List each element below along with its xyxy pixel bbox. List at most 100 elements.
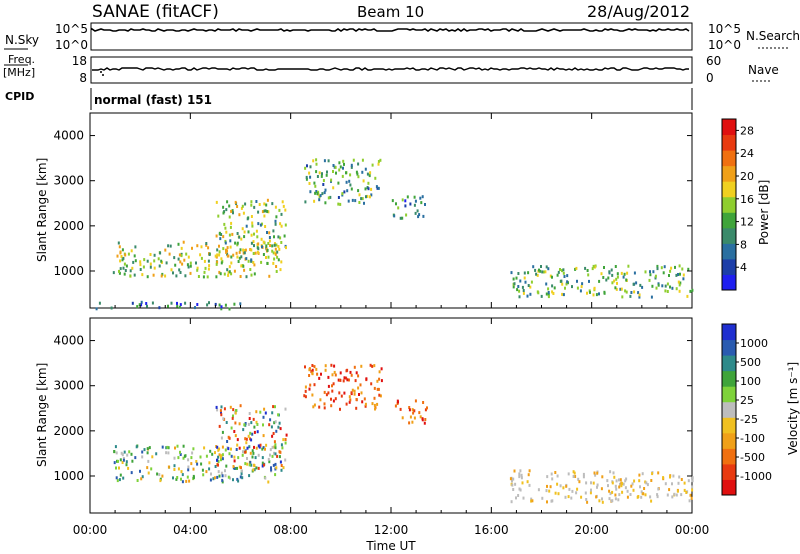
data-cell (304, 395, 307, 399)
data-cell (361, 400, 364, 404)
data-cell (222, 205, 225, 209)
data-cell (346, 378, 349, 382)
data-cell (166, 445, 169, 449)
data-cell (304, 365, 306, 369)
colorbar-tick-label: 8 (740, 238, 747, 251)
data-cell (615, 487, 618, 491)
data-cell (156, 472, 159, 476)
data-cell (278, 247, 281, 251)
data-cell (167, 244, 170, 248)
data-cell (600, 487, 603, 491)
data-cell (332, 186, 335, 190)
data-cell (248, 417, 251, 420)
data-cell (224, 448, 227, 452)
data-cell (218, 250, 221, 254)
data-cell (618, 493, 621, 497)
data-cell (233, 302, 236, 306)
data-cell (274, 420, 277, 424)
data-cell (179, 453, 182, 456)
data-cell (279, 427, 282, 431)
data-cell (265, 244, 268, 248)
data-cell (656, 493, 659, 497)
data-cell (424, 203, 426, 206)
data-cell (158, 473, 161, 477)
data-cell (608, 489, 611, 493)
data-cell (215, 405, 218, 409)
data-cell (315, 190, 318, 193)
data-cell (265, 256, 267, 259)
data-cell (367, 181, 370, 185)
data-cell (147, 459, 150, 463)
data-cell (332, 164, 335, 167)
data-cell (418, 213, 421, 217)
data-cell (218, 424, 221, 428)
data-cell (318, 198, 321, 202)
data-cell (207, 259, 210, 263)
data-cell (529, 285, 532, 289)
data-cell (179, 303, 182, 307)
data-cell (380, 367, 383, 371)
data-cell (618, 485, 621, 489)
data-cell (258, 203, 261, 206)
data-cell (262, 446, 265, 450)
data-cell (236, 477, 239, 481)
data-cell (305, 175, 308, 179)
data-cell (207, 246, 210, 250)
data-cell (320, 174, 323, 178)
data-cell (174, 446, 176, 450)
data-cell (323, 402, 326, 406)
data-cell (313, 403, 316, 407)
nsky-trace (91, 27, 690, 32)
freq-label: Freq. (8, 53, 35, 66)
data-cell (270, 425, 273, 429)
data-cell (257, 453, 260, 457)
data-cell (267, 242, 270, 245)
data-cell (413, 409, 416, 413)
data-cell (253, 205, 256, 209)
data-cell (112, 271, 115, 275)
data-cell (123, 272, 126, 276)
data-cell (590, 481, 592, 485)
data-cell (254, 251, 257, 255)
data-cell (331, 384, 333, 388)
data-cell (110, 306, 113, 310)
data-cell (257, 466, 260, 470)
y-tick-label: 4000 (53, 334, 84, 348)
station-title: SANAE (fitACF) (92, 2, 219, 22)
data-cell (174, 263, 177, 267)
data-cell (683, 481, 686, 485)
data-cell (408, 421, 411, 425)
data-cell (333, 364, 336, 368)
data-cell (586, 291, 588, 295)
data-cell (262, 434, 265, 438)
data-cell (203, 259, 206, 263)
data-cell (122, 256, 125, 260)
data-cell (136, 479, 139, 482)
data-cell (584, 491, 587, 495)
data-cell (226, 268, 229, 272)
data-cell (121, 453, 124, 457)
data-cell (511, 483, 514, 487)
data-cell (227, 435, 230, 439)
data-cell (644, 270, 647, 274)
data-cell (323, 191, 326, 195)
data-cell (401, 198, 404, 202)
data-cell (656, 495, 659, 499)
data-cell (142, 265, 145, 269)
data-cell (201, 468, 204, 472)
data-cell (346, 368, 349, 372)
data-cell (318, 405, 321, 409)
data-cell (607, 484, 609, 488)
data-cell (267, 480, 270, 484)
data-cell (345, 376, 348, 380)
data-cell (245, 257, 248, 261)
data-cell (378, 370, 381, 374)
nsearch-tick-bottom: 10^0 (708, 38, 741, 52)
data-cell (273, 440, 276, 444)
velocity-colorbar: 1000 500 100 25 -25 -100 -500 -1000 (721, 323, 772, 496)
data-cell (256, 235, 259, 239)
data-cell (187, 265, 190, 269)
data-cell (206, 303, 209, 307)
data-cell (576, 279, 578, 283)
data-cell (130, 471, 133, 475)
